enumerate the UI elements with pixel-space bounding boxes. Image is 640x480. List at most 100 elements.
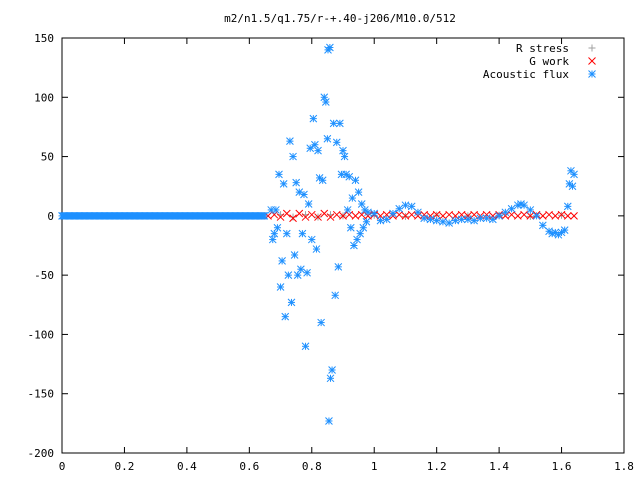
data-point <box>359 223 368 232</box>
data-point <box>350 241 358 250</box>
data-point <box>300 190 308 199</box>
data-point <box>345 172 354 181</box>
data-point <box>364 212 372 220</box>
data-point <box>501 212 510 220</box>
y-tick-label: -50 <box>34 269 54 282</box>
x-tick-label: 1.2 <box>427 460 447 473</box>
series-layer <box>58 43 578 425</box>
data-point <box>326 374 335 383</box>
y-axis: 150 100 50 0 -50 -100 -150 -200 <box>28 32 624 460</box>
data-point <box>370 209 379 218</box>
data-point <box>407 202 416 211</box>
data-point <box>286 137 294 146</box>
data-point <box>331 291 340 300</box>
data-point <box>551 212 560 220</box>
x-axis: 0 0.2 0.4 0.6 0.8 1 1.2 1.4 1.6 1.8 <box>59 38 634 473</box>
data-point <box>563 202 572 211</box>
data-point <box>312 245 321 253</box>
data-point <box>318 176 327 185</box>
data-point <box>439 212 447 220</box>
data-point <box>414 208 422 217</box>
data-point <box>420 214 429 223</box>
data-point <box>334 262 343 271</box>
legend-marker <box>588 70 596 78</box>
data-point <box>351 212 360 220</box>
data-point <box>513 201 522 210</box>
data-point <box>507 204 516 213</box>
data-point <box>326 213 335 221</box>
data-point <box>293 271 302 279</box>
data-point <box>538 221 547 230</box>
data-point <box>445 219 454 227</box>
x-tick-label: 1.6 <box>552 460 572 473</box>
data-point <box>489 215 497 224</box>
data-point <box>495 212 503 220</box>
data-point <box>420 210 429 219</box>
data-point <box>348 194 357 202</box>
data-point <box>351 176 360 185</box>
data-point <box>345 210 354 219</box>
data-point <box>317 318 325 327</box>
data-point <box>464 215 472 224</box>
data-point <box>307 235 316 244</box>
data-point <box>314 146 322 155</box>
y-tick-label: -150 <box>28 388 55 401</box>
data-point <box>353 235 361 244</box>
data-point <box>314 213 322 221</box>
data-point <box>272 206 280 214</box>
data-point <box>295 209 304 218</box>
data-point <box>292 178 301 187</box>
data-point <box>290 251 299 259</box>
x-tick-label: 0.4 <box>177 460 197 473</box>
legend-marker <box>588 44 596 52</box>
data-point <box>426 215 435 224</box>
data-point <box>407 210 416 219</box>
data-point <box>270 210 279 219</box>
legend-label: R stress <box>516 42 569 55</box>
data-point <box>538 212 547 220</box>
y-tick-label: -200 <box>28 447 55 460</box>
data-point <box>526 212 535 220</box>
data-point <box>532 212 541 220</box>
data-point <box>401 201 410 210</box>
data-point <box>278 257 286 265</box>
data-point <box>326 43 334 52</box>
data-point <box>361 206 369 214</box>
data-point <box>346 223 355 232</box>
data-point <box>268 235 277 244</box>
data-point <box>275 170 283 179</box>
x-tick-label: 0.2 <box>115 460 135 473</box>
data-point <box>282 229 291 238</box>
data-point <box>545 210 553 219</box>
y-tick-label: 0 <box>47 210 54 223</box>
data-point <box>289 213 297 221</box>
data-point <box>570 212 578 220</box>
data-point <box>320 209 329 218</box>
data-point <box>301 213 310 221</box>
data-point <box>279 179 288 188</box>
data-point <box>520 210 528 219</box>
data-point <box>457 215 466 224</box>
data-point <box>354 188 363 196</box>
data-point <box>332 138 341 147</box>
data-point <box>321 98 330 106</box>
data-point <box>323 134 332 143</box>
data-point <box>445 210 454 219</box>
y-tick-label: 100 <box>34 91 54 104</box>
legend-label: G work <box>529 55 569 68</box>
data-point <box>426 212 435 220</box>
data-point <box>328 366 336 374</box>
data-point <box>570 170 578 179</box>
data-point <box>320 93 329 102</box>
data-point <box>395 204 404 213</box>
data-point <box>568 182 577 191</box>
x-tick-label: 1 <box>371 460 378 473</box>
data-point <box>501 208 510 217</box>
data-point <box>507 210 516 219</box>
x-tick-label: 0 <box>59 460 66 473</box>
data-point <box>489 212 497 220</box>
y-tick-label: -100 <box>28 328 55 341</box>
data-point <box>343 206 352 214</box>
data-point <box>382 215 391 224</box>
